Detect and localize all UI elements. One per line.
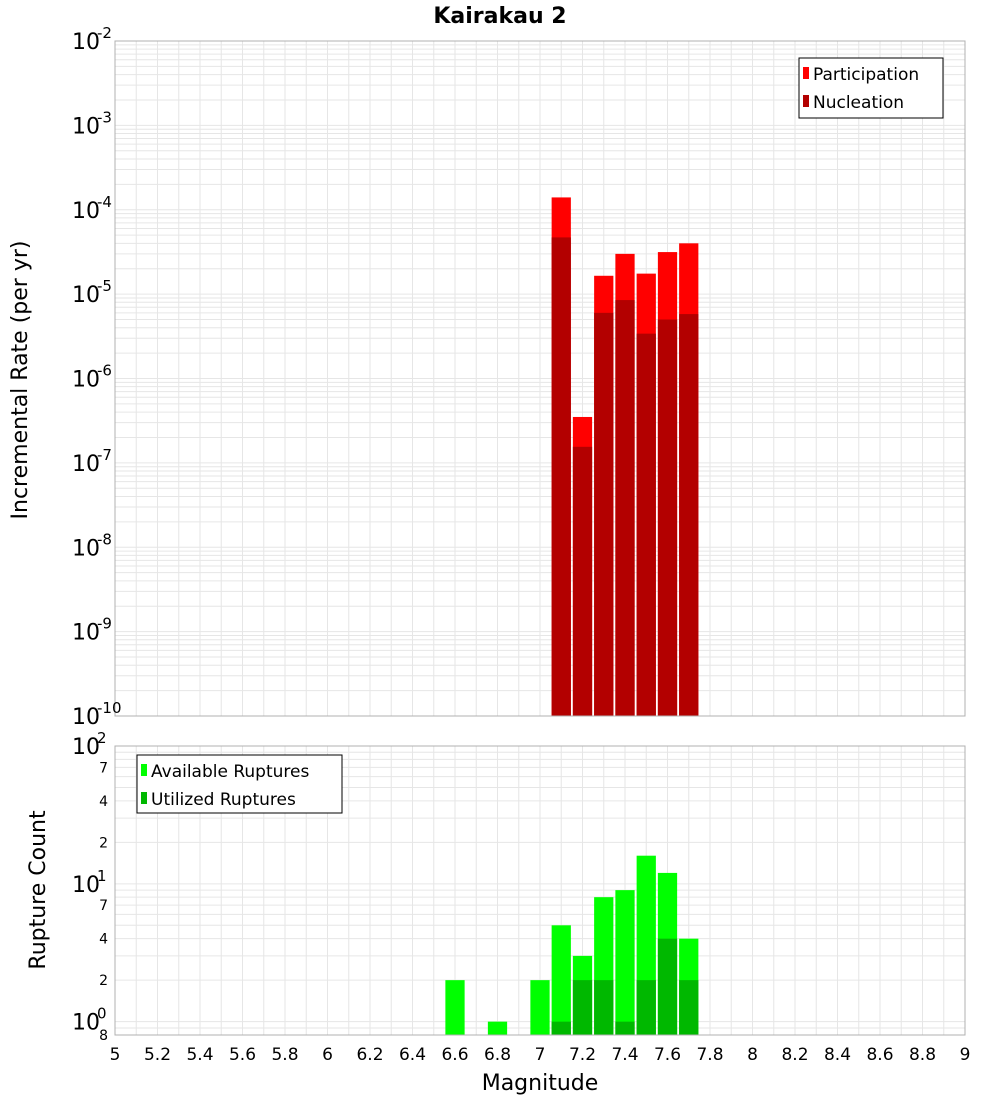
nucleation-bar [657,319,678,716]
nucleation-bar [551,237,571,716]
nucleation-bar [636,333,656,716]
top-y-tick-label: 10 [72,452,100,477]
nucleation-bar [572,446,593,716]
x-tick-label: 7 [535,1045,546,1065]
bottom-y-minor-tick-label: 7 [99,760,108,776]
bottom-y-minor-tick-label: 2 [99,973,108,989]
chart-title: Kairakau 2 [433,4,566,29]
x-tick-label: 6.4 [399,1045,426,1065]
bottom-legend-box [136,754,343,814]
top-y-tick-label: 10 [72,199,100,224]
top-y-tick-exponent: -3 [97,108,112,126]
top-y-tick-label: 10 [72,114,100,139]
top-panel-bars [551,197,699,717]
utilized-ruptures-bar [572,980,593,1035]
top-y-tick-exponent: -9 [97,615,112,633]
bottom-y-minor-tick-label: 8 [99,1028,108,1044]
x-tick-label: 6.6 [441,1045,468,1065]
bottom-y-minor-tick-label: 4 [99,932,108,948]
top-y-tick-exponent: -5 [97,277,112,295]
top-y-tick-exponent: -10 [97,699,122,717]
available-ruptures-bar [615,890,635,1035]
utilized-ruptures-bar [594,980,614,1035]
top-legend-box [798,57,944,119]
utilized-ruptures-bar [615,1021,635,1035]
available-ruptures-bar [530,980,550,1035]
participation-legend-label: Participation [813,65,919,85]
x-tick-label: 5.8 [271,1045,298,1065]
top-y-tick-label: 10 [72,283,100,308]
utilized-ruptures-bar [657,938,678,1035]
top-panel-grid [114,41,966,717]
utilized-ruptures-bar [636,980,656,1035]
available-ruptures-bar [487,1021,508,1035]
x-axis-label: Magnitude [482,1071,599,1096]
top-y-tick-exponent: -8 [97,530,112,548]
nucleation-bar [594,312,614,716]
top-y-tick-exponent: -2 [97,24,112,42]
x-axis-ticks: 5 5.2 5.4 5.6 5.8 6 6.2 6.4 6.6 6.8 7 7.2 7.4 7.6 7.8 8… [110,1045,971,1065]
bottom-y-minor-tick-label: 2 [99,835,108,851]
x-tick-label: 7.4 [611,1045,638,1065]
bottom-y-minor-tick-label: 7 [99,898,108,914]
top-y-tick-exponent: -7 [97,446,112,464]
x-tick-label: 7.8 [696,1045,723,1065]
top-panel-frame [114,40,966,717]
bottom-y-tick-exponent: 2 [97,729,107,747]
participation-legend-swatch [803,67,809,79]
top-y-tick-label: 10 [72,621,100,646]
bottom-y-tick-exponent: 0 [97,1005,107,1023]
top-y-tick-label: 10 [72,536,100,561]
x-tick-label: 5.6 [229,1045,256,1065]
x-tick-label: 5 [110,1045,121,1065]
top-y-tick-exponent: -4 [97,193,112,211]
bottom-panel-bars [445,855,699,1035]
x-tick-label: 6 [322,1045,333,1065]
top-panel-y-ticks: 10-210-310-410-510-610-710-810-910-10 [72,24,122,730]
available-ruptures-legend-label: Available Ruptures [151,762,309,782]
top-y-tick-exponent: -6 [97,362,112,380]
nucleation-bar [615,300,635,716]
available-ruptures-bar [445,980,465,1035]
bottom-y-tick-exponent: 1 [97,867,107,885]
x-tick-label: 5.4 [186,1045,213,1065]
x-tick-label: 8.8 [909,1045,936,1065]
utilized-ruptures-legend-label: Utilized Ruptures [151,790,296,810]
top-panel-y-axis-label: Incremental Rate (per yr) [8,241,33,520]
top-panel-legend: Participation Nucleation [798,57,944,119]
nucleation-bar [679,314,699,716]
bottom-y-tick-label: 10 [72,1011,100,1036]
utilized-ruptures-bar [679,980,699,1035]
bottom-y-tick-label: 10 [72,735,100,760]
bottom-y-minor-tick-label: 4 [99,794,108,810]
x-tick-label: 9 [960,1045,971,1065]
available-ruptures-legend-swatch [141,764,147,776]
x-tick-label: 6.8 [484,1045,511,1065]
utilized-ruptures-bar [551,1021,571,1035]
x-tick-label: 7.6 [654,1045,681,1065]
x-tick-label: 8.6 [866,1045,893,1065]
bottom-panel-y-axis-label: Rupture Count [26,810,51,970]
bottom-y-tick-label: 10 [72,873,100,898]
top-y-tick-label: 10 [72,30,100,55]
x-tick-label: 8.4 [824,1045,851,1065]
nucleation-legend-swatch [803,95,809,107]
x-tick-label: 6.2 [356,1045,383,1065]
x-tick-label: 8 [747,1045,758,1065]
bottom-panel-legend: Available Ruptures Utilized Ruptures [136,754,343,814]
x-tick-label: 5.2 [144,1045,171,1065]
utilized-ruptures-legend-swatch [141,792,147,804]
x-tick-label: 7.2 [569,1045,596,1065]
bottom-panel-frame [114,745,966,1036]
top-y-tick-label: 10 [72,368,100,393]
nucleation-legend-label: Nucleation [813,93,904,113]
available-ruptures-bar [551,925,571,1035]
top-y-tick-label: 10 [72,705,100,730]
x-tick-label: 8.2 [781,1045,808,1065]
